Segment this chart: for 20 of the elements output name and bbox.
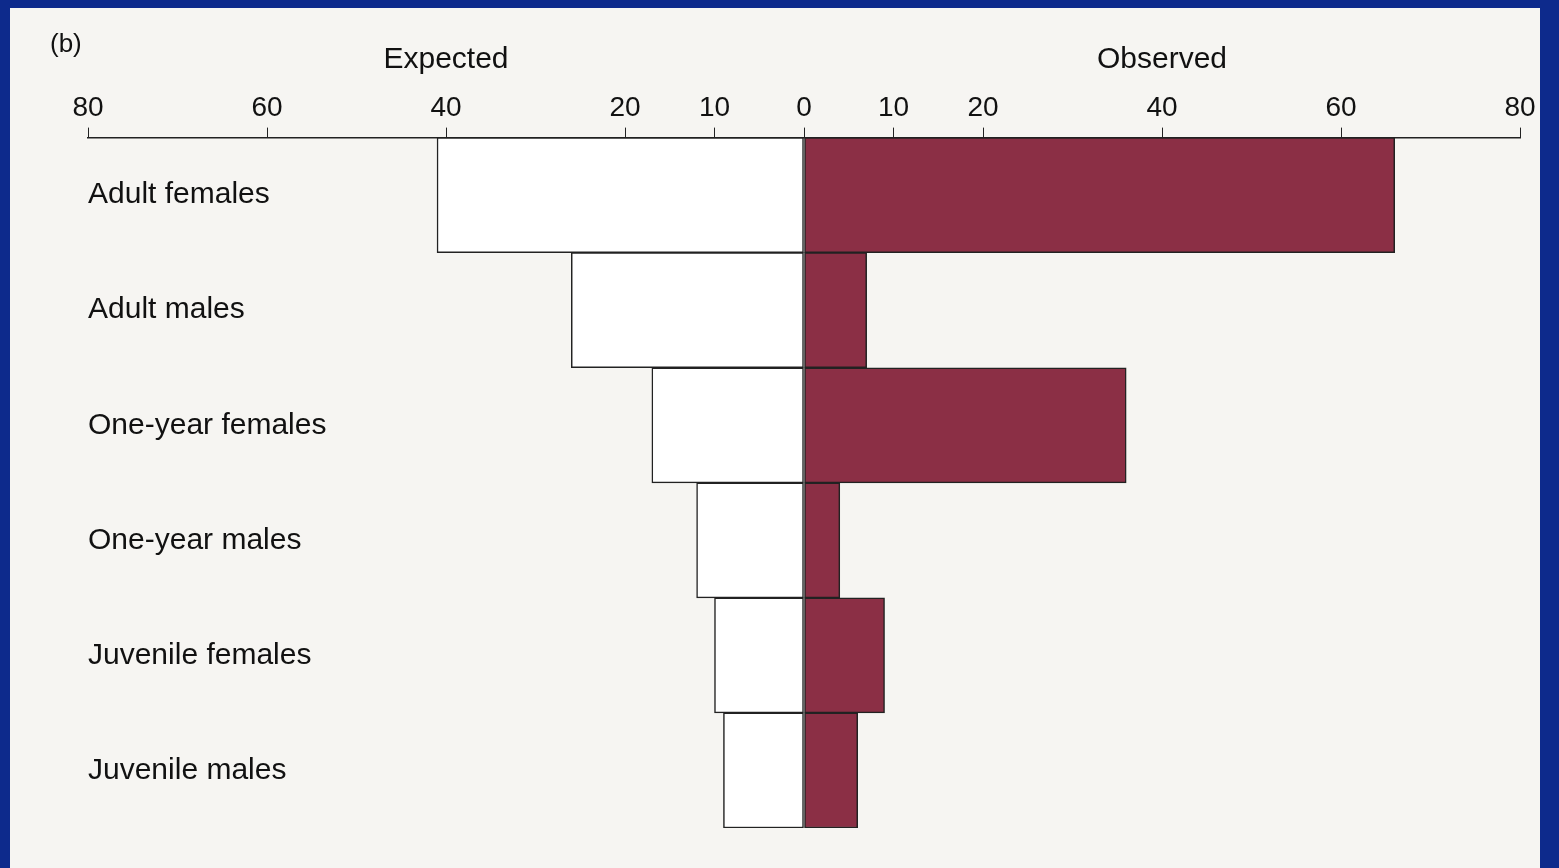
x-tick-label: 0 <box>796 90 812 122</box>
y-tick-label: Adult males <box>88 291 245 325</box>
x-tick-label: 60 <box>1325 90 1357 122</box>
x-tick-label: 40 <box>1146 90 1178 122</box>
x-tick-label: 20 <box>609 90 641 122</box>
x-tick-label: 80 <box>1504 90 1536 122</box>
x-tick-label: 10 <box>877 90 910 122</box>
chart-title: (b) <box>50 28 82 58</box>
y-tick-label: One-year males <box>88 521 302 555</box>
text: Expected <box>383 41 509 74</box>
x-tick-label: 80 <box>72 90 104 122</box>
text: Observed <box>1096 41 1228 74</box>
y-tick-label: Juvenile females <box>88 636 312 670</box>
x-tick-label: 60 <box>251 90 283 122</box>
x-tick-label: 40 <box>430 90 462 122</box>
y-tick-label: Adult females <box>88 176 270 210</box>
x-tick-label: 10 <box>698 90 731 122</box>
x-tick-label: 20 <box>967 90 999 122</box>
y-tick-label: One-year females <box>88 406 327 440</box>
y-tick-label: Juvenile males <box>88 751 287 785</box>
